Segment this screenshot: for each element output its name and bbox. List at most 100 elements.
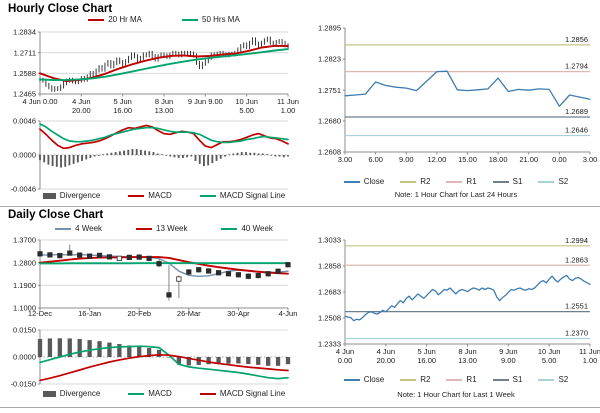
line-swatch-icon [400, 378, 417, 381]
svg-text:0.0000: 0.0000 [13, 151, 36, 160]
legend-item-macd-signal-line: MACD Signal Line [199, 389, 285, 398]
svg-text:10 Jun: 10 Jun [538, 347, 561, 356]
svg-text:1.2508: 1.2508 [318, 314, 341, 323]
legend-item-20-hr-ma: 20 Hr MA [88, 15, 142, 24]
legend-label: MACD Signal Line [219, 191, 286, 200]
svg-text:0.00: 0.00 [552, 155, 567, 164]
svg-text:3.00: 3.00 [583, 155, 598, 164]
svg-text:1.2608: 1.2608 [318, 148, 341, 157]
svg-text:1.2834: 1.2834 [13, 28, 36, 37]
legend-item-r2: R2 [400, 375, 430, 384]
svg-text:0.0046: 0.0046 [13, 117, 36, 126]
legend-item-macd-signal-line: MACD Signal Line [199, 191, 286, 200]
legend-item-13-week: 13 Week [136, 224, 187, 233]
legend-label: R2 [420, 375, 431, 384]
line-swatch-icon [538, 378, 555, 381]
svg-text:9 Jun 9.00: 9 Jun 9.00 [188, 97, 223, 106]
svg-text:-0.0046: -0.0046 [11, 185, 36, 194]
legend-item-40-week: 40 Week [221, 224, 273, 233]
line-swatch-icon [199, 194, 216, 197]
line-swatch-icon [182, 18, 198, 21]
legend-item-macd: MACD [128, 389, 172, 398]
svg-text:1.2683: 1.2683 [318, 288, 341, 297]
legend-item-s2: S2 [538, 177, 568, 186]
svg-text:11 Jun: 11 Jun [579, 347, 600, 356]
legend-label: S1 [512, 177, 523, 186]
legend-label: R2 [420, 177, 431, 186]
svg-text:16-Jan: 16-Jan [78, 309, 101, 318]
svg-text:1.2858: 1.2858 [318, 262, 341, 271]
line-swatch-icon [538, 180, 555, 183]
legend-label: MACD [148, 389, 172, 398]
line-swatch-icon [221, 227, 238, 230]
legend-item-4-week: 4 Week [55, 224, 102, 233]
last-1-week-note: Note: 1 Hour Chart for Last 1 Week [397, 390, 515, 399]
line-swatch-icon [446, 378, 463, 381]
legend-label: 20 Hr MA [108, 15, 142, 24]
svg-text:5 Jun: 5 Jun [417, 347, 435, 356]
legend-label: S2 [558, 177, 569, 186]
hourly-chart-title: Hourly Close Chart [8, 3, 113, 15]
svg-text:9.00: 9.00 [399, 155, 414, 164]
svg-text:6.00: 6.00 [368, 155, 383, 164]
legend-item-r1: R1 [446, 177, 477, 186]
legend-label: Close [363, 177, 385, 186]
svg-text:13.00: 13.00 [458, 356, 477, 365]
line-swatch-icon [343, 180, 360, 183]
svg-text:1.1000: 1.1000 [13, 304, 36, 313]
legend-label: 4 Week [75, 224, 103, 233]
svg-text:1.2823: 1.2823 [318, 55, 341, 64]
svg-text:1.2863: 1.2863 [565, 255, 588, 264]
svg-text:3.00: 3.00 [338, 155, 353, 164]
svg-text:12.00: 12.00 [427, 155, 446, 164]
legend-item-s1: S1 [492, 375, 522, 384]
svg-text:4-Jun: 4-Jun [279, 309, 298, 318]
svg-text:1.2465: 1.2465 [13, 90, 36, 99]
svg-text:20.00: 20.00 [376, 356, 395, 365]
svg-text:1.00: 1.00 [583, 356, 598, 365]
svg-text:21.00: 21.00 [519, 155, 538, 164]
legend-label: 40 Week [241, 224, 273, 233]
svg-text:18.00: 18.00 [489, 155, 508, 164]
legend-label: MACD [148, 191, 172, 200]
legend-item-s1: S1 [492, 177, 523, 186]
daily-chart-title: Daily Close Chart [8, 209, 104, 221]
line-swatch-icon [199, 392, 216, 395]
legend-item-close: Close [343, 177, 385, 186]
svg-text:-0.0150: -0.0150 [11, 380, 36, 389]
svg-text:12-Dec: 12-Dec [28, 309, 52, 318]
legend-label: 13 Week [156, 224, 188, 233]
svg-text:8 Jun: 8 Jun [458, 347, 476, 356]
svg-text:9 Jun: 9 Jun [499, 347, 517, 356]
legend-label: Divergence [59, 389, 101, 398]
legend-label: Divergence [59, 191, 101, 200]
legend-label: 50 Hrs MA [202, 15, 240, 24]
svg-text:1.2370: 1.2370 [565, 329, 588, 338]
legend-item-s2: S2 [538, 375, 568, 384]
hourly-macd-chart: 0.0046 0.0000 -0.0046 [11, 117, 289, 194]
legend-label: Close [363, 375, 385, 384]
legend-item-divergence: Divergence [42, 191, 101, 200]
legend-item-50-hrs-ma: 50 Hrs MA [182, 15, 240, 24]
svg-text:1.2856: 1.2856 [565, 35, 588, 44]
last-24-hours-note: Note: 1 Hour Chart for Last 24 Hours [394, 190, 518, 199]
svg-text:4 Jun 0.00: 4 Jun 0.00 [22, 97, 57, 106]
svg-text:1.2333: 1.2333 [318, 340, 341, 349]
legend-label: R1 [466, 375, 477, 384]
svg-text:16.00: 16.00 [417, 356, 436, 365]
legend-label: S2 [558, 375, 569, 384]
svg-text:1.3033: 1.3033 [318, 236, 341, 245]
svg-text:10 Jun: 10 Jun [235, 97, 258, 106]
svg-text:1.1900: 1.1900 [13, 281, 36, 290]
legend-item-close: Close [343, 375, 385, 384]
svg-text:0.0150: 0.0150 [13, 326, 36, 335]
line-swatch-icon [88, 18, 105, 21]
svg-text:1.2680: 1.2680 [318, 116, 341, 125]
svg-text:0.0000: 0.0000 [13, 353, 36, 362]
svg-text:1.2751: 1.2751 [318, 86, 341, 95]
svg-text:4 Jun: 4 Jun [336, 347, 354, 356]
svg-text:1.2551: 1.2551 [565, 302, 588, 311]
